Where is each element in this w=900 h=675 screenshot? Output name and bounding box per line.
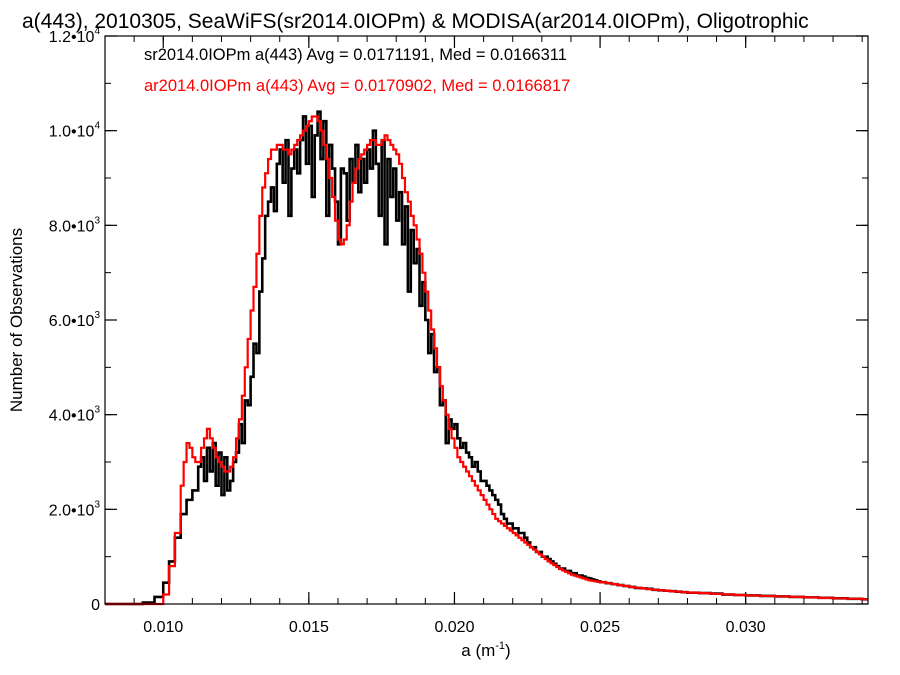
x-tick-label: 0.020: [434, 619, 474, 636]
y-tick-label: 2.0•103: [49, 499, 101, 519]
x-tick-label: 0.025: [580, 619, 620, 636]
plot-frame: [104, 35, 869, 605]
legend-entry-red: ar2014.0IOPm a(443) Avg = 0.0170902, Med…: [144, 77, 570, 95]
x-axis-label-sup: -1: [495, 640, 505, 652]
y-tick-labels: 0 2.0•103 4.0•103 6.0•103 8.0•103 1.0•104 1.2•…: [49, 26, 101, 614]
axes: [104, 35, 868, 605]
x-tick-label: 0.015: [289, 619, 329, 636]
x-axis-label: a (m-1): [461, 640, 510, 660]
series-black-histogram: [105, 110, 868, 606]
x-tick-labels: 0.010 0.015 0.020 0.025 0.030: [143, 619, 766, 636]
y-tick-label: 0: [91, 597, 100, 614]
x-axis-label-main: a (m: [461, 641, 495, 660]
y-tick-label: 6.0•103: [49, 310, 101, 330]
y-tick-label: 1.2•104: [49, 26, 101, 46]
y-tick-label: 8.0•103: [49, 215, 101, 235]
x-tick-label: 0.010: [143, 619, 183, 636]
x-tick-label: 0.030: [726, 619, 766, 636]
y-axis-label: Number of Observations: [7, 228, 26, 412]
chart-title: a(443), 2010305, SeaWiFS(sr2014.0IOPm) &…: [22, 10, 809, 33]
legend-entry-black: sr2014.0IOPm a(443) Avg = 0.0171191, Med…: [144, 46, 567, 64]
y-tick-label: 1.0•104: [49, 121, 101, 141]
series-red-histogram: [105, 115, 868, 606]
x-axis-label-end: ): [505, 641, 511, 660]
y-tick-label: 4.0•103: [49, 405, 101, 425]
series-layer: [105, 110, 868, 606]
